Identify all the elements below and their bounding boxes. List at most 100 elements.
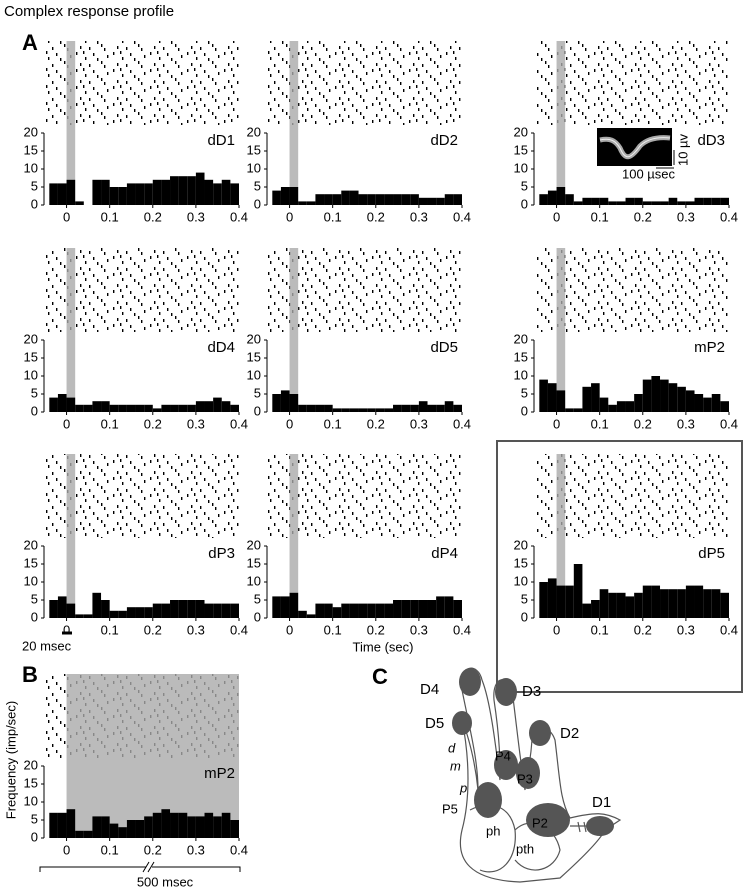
bar (126, 820, 136, 838)
bar (444, 194, 454, 205)
raster (535, 248, 729, 332)
x-tick-label: 0.1 (324, 622, 342, 637)
bar (324, 194, 333, 205)
bar (109, 823, 119, 838)
bar (401, 194, 411, 205)
bar (582, 197, 592, 205)
stimulus-window (289, 248, 299, 412)
bar (83, 614, 93, 618)
y-tick-label: 0 (31, 196, 38, 211)
bar (539, 379, 548, 412)
bar (118, 187, 127, 205)
bar (289, 187, 299, 205)
bar (230, 603, 239, 618)
y-tick-label: 5 (31, 385, 38, 400)
y-tick-label: 0 (31, 829, 38, 844)
bar (539, 582, 548, 618)
x-tick-label: 0.1 (101, 842, 119, 857)
bar (427, 600, 437, 618)
bar (230, 820, 239, 838)
x-tick-label: 0.2 (367, 416, 385, 431)
bar (75, 404, 84, 412)
bar (668, 589, 678, 618)
span-label: 500 msec (137, 874, 194, 889)
bar (109, 404, 119, 412)
stimulus-window (289, 41, 299, 205)
bar (280, 596, 290, 618)
histogram-label: dD1 (207, 132, 235, 149)
bar (436, 596, 445, 618)
bar (651, 585, 661, 618)
bar (651, 201, 661, 205)
stimulus-window (66, 41, 76, 205)
axis-break (142, 861, 155, 873)
bar (75, 201, 84, 205)
bar (152, 408, 162, 412)
bar (144, 183, 153, 205)
waveform-inset (597, 128, 672, 166)
bar (711, 589, 721, 618)
bar (66, 603, 76, 618)
histogram-label: dD3 (697, 132, 725, 149)
bar (410, 194, 419, 205)
x-tick-label: 0.2 (367, 209, 385, 224)
bar (565, 585, 574, 618)
bar (677, 386, 686, 412)
bar (161, 603, 171, 618)
bar (591, 197, 600, 205)
panel-label: B (22, 662, 38, 687)
histogram-label: dD5 (430, 339, 458, 356)
bar (358, 194, 368, 205)
bar (324, 603, 333, 618)
bar (349, 603, 359, 618)
bar (418, 600, 428, 618)
y-tick-label: 20 (247, 331, 261, 346)
bar (341, 190, 350, 205)
bar (367, 603, 376, 618)
x-tick-label: 0.1 (324, 209, 342, 224)
y-tick-label: 20 (24, 757, 38, 772)
y-tick-label: 5 (254, 591, 261, 606)
bar (187, 816, 196, 838)
bar (616, 592, 626, 618)
raster (45, 454, 239, 538)
x-tick-label: 0.4 (230, 842, 248, 857)
bar (556, 390, 566, 412)
bar (161, 179, 171, 205)
bar (349, 190, 359, 205)
y-tick-label: 10 (514, 160, 528, 175)
x-tick-label: 0.1 (101, 209, 119, 224)
bar (161, 404, 171, 412)
bar (230, 183, 239, 205)
x-tick-label: 0.4 (720, 622, 738, 637)
y-tick-label: 20 (514, 124, 528, 139)
x-tick-label: 0.1 (101, 416, 119, 431)
bar (427, 197, 437, 205)
bar (306, 404, 316, 412)
bar (280, 390, 290, 412)
y-tick-label: 15 (514, 142, 528, 157)
y-tick-label: 20 (247, 124, 261, 139)
y-axis-label: Frequency (imp/sec) (3, 701, 18, 819)
bar (341, 408, 350, 412)
bar (118, 610, 127, 618)
bar (118, 827, 127, 838)
bar (703, 197, 712, 205)
histogram-label: dP4 (431, 545, 458, 562)
bar (375, 408, 385, 412)
span-bracket (39, 866, 241, 872)
raster (45, 248, 239, 332)
bar (367, 194, 376, 205)
bar (101, 179, 110, 205)
bar (272, 190, 281, 205)
y-tick-label: 10 (514, 573, 528, 588)
histogram-label: dP5 (698, 545, 725, 562)
bar (573, 408, 583, 412)
x-tick-label: 0.4 (230, 416, 248, 431)
bar (616, 201, 626, 205)
y-tick-label: 0 (521, 196, 528, 211)
x-tick-label: 0.1 (101, 622, 119, 637)
bar (298, 610, 307, 618)
bar (109, 610, 119, 618)
bar (384, 603, 394, 618)
